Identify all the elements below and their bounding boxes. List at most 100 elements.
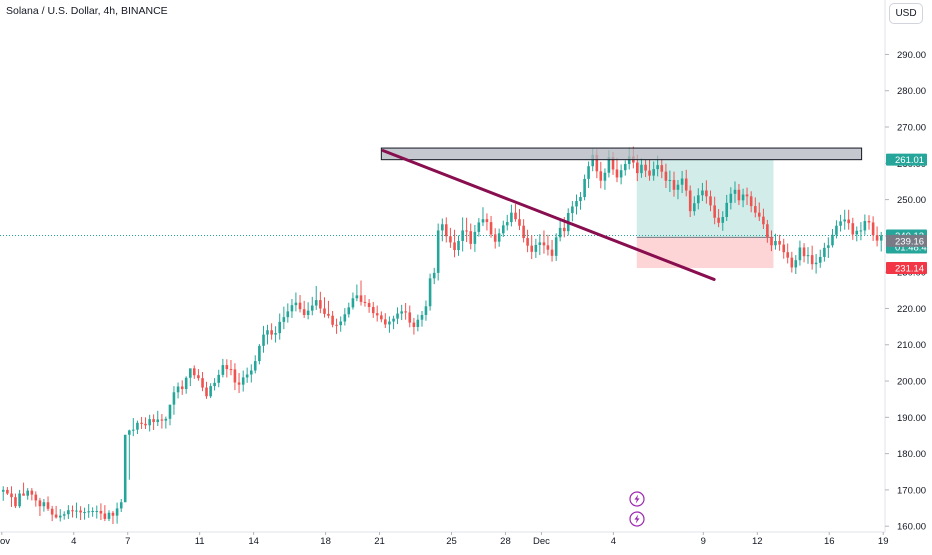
candle-body [786, 252, 789, 258]
candle-body [644, 164, 647, 171]
candle-body [91, 510, 94, 512]
candle-body [148, 419, 151, 426]
candle-body [603, 172, 607, 181]
candle-body [733, 189, 737, 194]
candle-body [839, 221, 842, 226]
candle-body [831, 234, 834, 246]
candle-body [10, 493, 13, 498]
candle-body [152, 419, 155, 423]
candle-body [136, 422, 139, 430]
candle-body [721, 217, 725, 223]
candle-body [514, 212, 517, 220]
x-tick-label: 11 [195, 536, 205, 547]
candle-body [176, 386, 180, 393]
candle-body [71, 510, 74, 512]
candle-body [701, 190, 704, 196]
chart-title: Solana / U.S. Dollar, 4h, BINANCE [6, 5, 168, 17]
candle-body [619, 170, 623, 178]
candle-body [591, 154, 594, 167]
candle-body [351, 298, 355, 308]
candle-body [262, 334, 265, 346]
candle-body [542, 242, 546, 246]
candle-body [172, 392, 176, 405]
candle-body [607, 157, 611, 173]
lightning-glyph [634, 514, 640, 524]
y-tick-label: 270.00 [897, 123, 926, 134]
y-tick-label: 290.00 [897, 50, 926, 61]
candle-body [225, 365, 229, 370]
candle-body [676, 184, 680, 190]
candle-body [757, 212, 761, 217]
candle-body [383, 319, 387, 325]
candle-body [245, 374, 249, 378]
candle-body [140, 422, 143, 424]
candle-body [851, 223, 855, 235]
candle-body [615, 169, 619, 178]
candle-body [274, 333, 277, 335]
candle-body [213, 382, 216, 387]
trendline[interactable] [381, 149, 716, 281]
candle-body [571, 206, 574, 214]
candle-body [156, 419, 160, 423]
candle-body [778, 240, 781, 245]
candle-body [412, 322, 416, 327]
candle-body [522, 225, 525, 239]
candle-body [270, 330, 273, 335]
candle-body [587, 166, 590, 179]
y-tick-label: 210.00 [897, 340, 926, 351]
candle-body [298, 302, 302, 310]
candle-body [680, 178, 684, 185]
candle-body [859, 230, 863, 232]
candle-body [371, 307, 375, 314]
candle-body [441, 224, 444, 231]
candle-body [713, 205, 716, 218]
candle-body [705, 190, 708, 197]
candle-body [221, 365, 225, 375]
candle-body [493, 234, 497, 242]
candle-body [58, 515, 62, 518]
candle-body [766, 224, 769, 238]
candle-body [249, 370, 253, 375]
candle-body [802, 247, 806, 257]
candle-body [879, 235, 883, 241]
candle-body [233, 369, 237, 383]
candle-body [627, 156, 631, 165]
resistance-zone[interactable] [380, 147, 863, 161]
candle-body [396, 313, 399, 319]
candle-body [22, 493, 25, 496]
candle-body [87, 511, 90, 513]
candle-body [684, 178, 688, 191]
candle-body [237, 382, 241, 385]
candle-body [579, 197, 582, 202]
candle-body [26, 490, 30, 496]
candle-body [814, 262, 818, 265]
candle-body [42, 502, 46, 507]
candle-body [6, 489, 9, 494]
candle-body [241, 377, 245, 385]
candle-body [111, 512, 115, 516]
candle-body [75, 510, 78, 512]
price-label-target-text: 261.01 [895, 155, 924, 166]
candle-body [782, 244, 786, 253]
candle-body [526, 238, 529, 246]
candle-body [432, 272, 436, 279]
x-tick-label: 25 [446, 536, 457, 547]
candle-body [729, 193, 733, 203]
candle-body [546, 245, 550, 250]
candle-body [184, 377, 188, 390]
candle-body [339, 321, 342, 326]
price-label-marker-text: 239.16 [895, 236, 924, 247]
candle-body [79, 510, 82, 513]
candle-body [30, 490, 34, 495]
candle-body [282, 317, 286, 322]
candle-body [323, 308, 326, 314]
candle-body [359, 295, 363, 302]
candle-body [327, 313, 330, 316]
candle-body [501, 225, 505, 234]
candle-body [688, 190, 692, 212]
candle-body [664, 171, 668, 181]
long-position-loss-zone[interactable] [636, 237, 774, 269]
currency-button[interactable]: USD [889, 3, 923, 24]
